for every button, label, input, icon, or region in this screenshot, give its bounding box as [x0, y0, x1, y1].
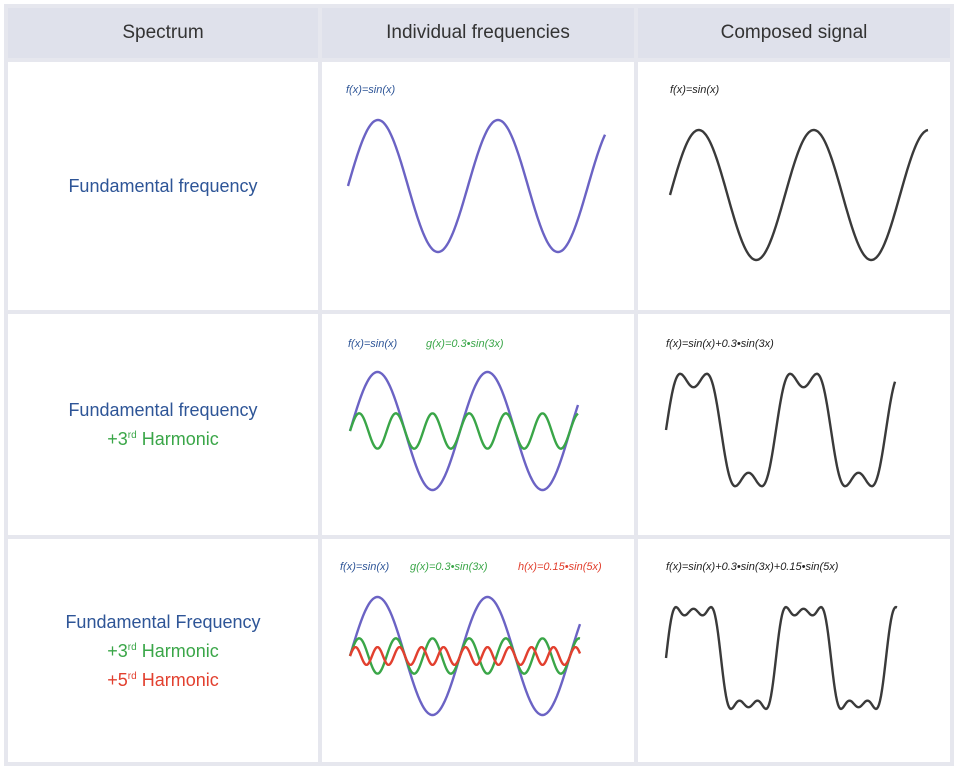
wave-harmonic-3 — [348, 412, 579, 450]
composed-wave — [664, 372, 897, 488]
individual-formula: h(x)=0.15•sin(5x) — [518, 561, 602, 573]
individual-formula: f(x)=sin(x) — [348, 338, 398, 350]
spectrum-third-harmonic-label: +3rd Harmonic — [107, 429, 219, 449]
wave-harmonic-1 — [346, 118, 607, 254]
individual-formula: f(x)=sin(x) — [340, 561, 390, 573]
spectrum-fundamental-label: Fundamental frequency — [68, 400, 258, 420]
spectrum-cell: Fundamental frequency +3rd Harmonic — [8, 314, 318, 535]
individual-frequencies-cell — [322, 314, 634, 535]
header-spectrum: Spectrum — [8, 8, 318, 58]
composed-wave — [668, 128, 929, 262]
wave-harmonic-3 — [348, 637, 581, 675]
header-composed-signal: Composed signal — [638, 8, 950, 58]
spectrum-fifth-harmonic-label: +5rd Harmonic — [107, 669, 219, 690]
composed-wave — [664, 605, 898, 711]
spectrum-cell: Fundamental Frequency +3rd Harmonic +5rd H… — [8, 539, 318, 762]
wave-harmonic-5 — [348, 646, 582, 666]
composed-formula: f(x)=sin(x) — [670, 84, 720, 96]
spectrum-cell: Fundamental frequency — [8, 62, 318, 310]
individual-frequencies-cell — [322, 62, 634, 310]
composed-formula: f(x)=sin(x)+0.3•sin(3x) — [666, 338, 774, 350]
wave-harmonic-1 — [348, 595, 582, 717]
wave-harmonic-1 — [348, 370, 580, 492]
composed-signal-cell — [638, 314, 950, 535]
individual-formula: g(x)=0.3•sin(3x) — [410, 561, 488, 573]
composed-formula: f(x)=sin(x)+0.3•sin(3x)+0.15•sin(5x) — [666, 561, 839, 573]
spectrum-fundamental-label: Fundamental Frequency — [65, 611, 261, 632]
composed-signal-cell — [638, 539, 950, 762]
individual-formula: g(x)=0.3•sin(3x) — [426, 338, 504, 350]
header-individual-frequencies: Individual frequencies — [322, 8, 634, 58]
composed-signal-cell — [638, 62, 950, 310]
spectrum-fundamental-label: Fundamental frequency — [68, 176, 258, 196]
spectrum-third-harmonic-label: +3rd Harmonic — [107, 640, 219, 661]
individual-formula: f(x)=sin(x) — [346, 84, 396, 96]
